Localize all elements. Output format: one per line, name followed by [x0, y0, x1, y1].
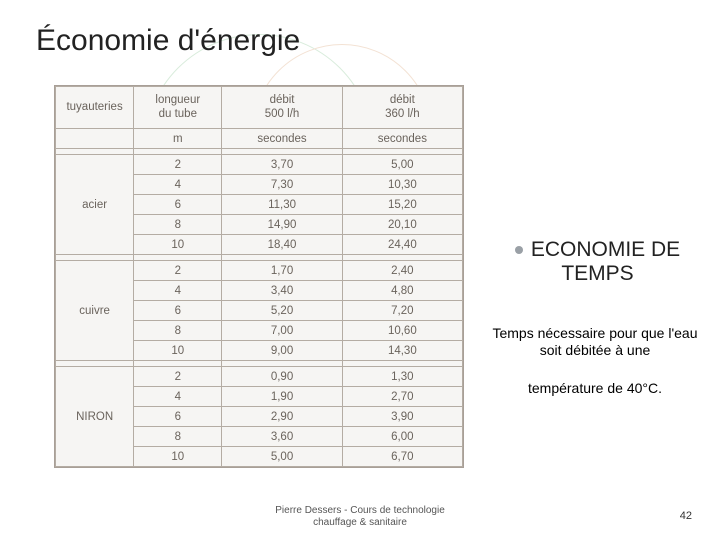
- data-cell: 5,00: [342, 155, 462, 175]
- table-row: NIRON20,901,30: [56, 367, 463, 387]
- data-cell: 10: [134, 447, 222, 467]
- data-cell: 14,90: [222, 215, 342, 235]
- data-cell: 6,70: [342, 447, 462, 467]
- footer-line2: chauffage & sanitaire: [313, 517, 407, 528]
- data-cell: 3,70: [222, 155, 342, 175]
- column-header: longueurdu tube: [134, 87, 222, 129]
- unit-cell: secondes: [342, 129, 462, 149]
- data-cell: 2: [134, 367, 222, 387]
- data-cell: 0,90: [222, 367, 342, 387]
- data-cell: 10,60: [342, 321, 462, 341]
- data-cell: 7,00: [222, 321, 342, 341]
- data-table: tuyauterieslongueurdu tubedébit500 l/hdé…: [54, 85, 464, 468]
- data-cell: 18,40: [222, 235, 342, 255]
- data-cell: 3,60: [222, 427, 342, 447]
- data-cell: 1,30: [342, 367, 462, 387]
- bullet-icon: [515, 246, 523, 254]
- data-cell: 4,80: [342, 281, 462, 301]
- material-cell: NIRON: [56, 367, 134, 467]
- data-cell: 5,20: [222, 301, 342, 321]
- data-cell: 2: [134, 155, 222, 175]
- unit-cell: secondes: [222, 129, 342, 149]
- data-cell: 1,70: [222, 261, 342, 281]
- data-cell: 1,90: [222, 387, 342, 407]
- data-cell: 9,00: [222, 341, 342, 361]
- data-cell: 8: [134, 321, 222, 341]
- table-row: acier23,705,00: [56, 155, 463, 175]
- material-cell: acier: [56, 155, 134, 255]
- footer: Pierre Dessers - Cours de technologie ch…: [0, 505, 720, 528]
- page-number: 42: [680, 510, 692, 522]
- unit-cell: [56, 129, 134, 149]
- caption-line-1: Temps nécessaire pour que l'eau soit déb…: [485, 325, 705, 359]
- data-cell: 8: [134, 427, 222, 447]
- data-cell: 8: [134, 215, 222, 235]
- caption-line-2: température de 40°C.: [495, 380, 695, 396]
- data-cell: 2,70: [342, 387, 462, 407]
- data-cell: 11,30: [222, 195, 342, 215]
- column-header: débit500 l/h: [222, 87, 342, 129]
- unit-cell: m: [134, 129, 222, 149]
- data-cell: 4: [134, 175, 222, 195]
- data-cell: 6,00: [342, 427, 462, 447]
- data-cell: 2: [134, 261, 222, 281]
- data-cell: 7,30: [222, 175, 342, 195]
- column-header: tuyauteries: [56, 87, 134, 129]
- data-cell: 5,00: [222, 447, 342, 467]
- slide-title: Économie d'énergie: [36, 24, 300, 58]
- data-cell: 3,90: [342, 407, 462, 427]
- table-row: cuivre21,702,40: [56, 261, 463, 281]
- data-cell: 10: [134, 235, 222, 255]
- data-cell: 2,90: [222, 407, 342, 427]
- data-cell: 15,20: [342, 195, 462, 215]
- data-cell: 6: [134, 301, 222, 321]
- data-cell: 7,20: [342, 301, 462, 321]
- data-cell: 10,30: [342, 175, 462, 195]
- data-cell: 24,40: [342, 235, 462, 255]
- data-cell: 6: [134, 407, 222, 427]
- data-cell: 2,40: [342, 261, 462, 281]
- data-cell: 3,40: [222, 281, 342, 301]
- data-cell: 6: [134, 195, 222, 215]
- section-heading: ECONOMIE DE TEMPS: [490, 238, 705, 286]
- data-cell: 10: [134, 341, 222, 361]
- footer-line1: Pierre Dessers - Cours de technologie: [275, 505, 445, 516]
- data-cell: 20,10: [342, 215, 462, 235]
- column-header: débit360 l/h: [342, 87, 462, 129]
- data-cell: 4: [134, 281, 222, 301]
- data-cell: 4: [134, 387, 222, 407]
- heading-text: ECONOMIE DE TEMPS: [531, 238, 680, 285]
- material-cell: cuivre: [56, 261, 134, 361]
- data-cell: 14,30: [342, 341, 462, 361]
